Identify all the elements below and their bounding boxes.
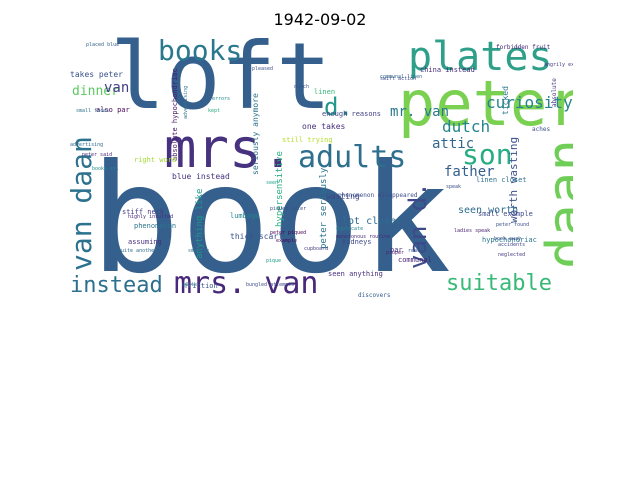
cloud-word: hypochondriac bbox=[482, 236, 537, 244]
cloud-word: peter piqued bbox=[270, 230, 307, 236]
cloud-word: books bbox=[158, 37, 243, 67]
word-cloud: book loft mrs. peter daan plates adults books mr… bbox=[66, 37, 573, 297]
cloud-word: neglected bbox=[498, 252, 526, 258]
cloud-word: china instead bbox=[420, 66, 475, 74]
cloud-word: angrily exclaimed bbox=[544, 62, 573, 68]
cloud-word: ticked bbox=[501, 86, 510, 115]
cloud-word: pique bbox=[266, 258, 282, 264]
cloud-word: books sr. bbox=[92, 166, 120, 172]
cloud-word: peter said bbox=[82, 152, 113, 158]
cloud-word: piqued peter bbox=[270, 206, 307, 212]
cloud-word: small faces bbox=[76, 108, 110, 114]
cloud-word: book bbox=[90, 133, 452, 297]
cloud-word: seriously anymore bbox=[251, 93, 260, 175]
cloud-word: example bbox=[276, 238, 298, 244]
cloud-word: lot closer bbox=[342, 216, 403, 227]
cloud-word: stiff neck bbox=[122, 208, 165, 216]
cloud-word: also par bbox=[96, 106, 130, 114]
cloud-word: seen worth bbox=[458, 205, 519, 216]
cloud-word: errors bbox=[212, 96, 231, 102]
cloud-word: mr. van bbox=[390, 104, 450, 120]
cloud-word: friction bbox=[184, 282, 218, 290]
cloud-word: mrs. van bbox=[174, 266, 319, 298]
cloud-word: proper bbox=[386, 250, 405, 256]
cloud-word: attic bbox=[432, 136, 475, 152]
cloud-word: forbidden fruit bbox=[496, 44, 551, 51]
cloud-word: duplicate bbox=[336, 226, 364, 232]
cloud-word: advertising bbox=[70, 142, 104, 148]
cloud-word: takes peter bbox=[70, 70, 123, 79]
cloud-word: dutch bbox=[294, 84, 310, 90]
cloud-word: linen bbox=[314, 88, 336, 96]
cloud-word: par bbox=[390, 246, 403, 254]
cloud-word: ladies speak bbox=[454, 228, 491, 234]
cloud-word: loft bbox=[110, 37, 332, 130]
cloud-word: plates bbox=[408, 37, 553, 80]
cloud-word: curiosity bbox=[486, 93, 573, 112]
cloud-word: highly insulted bbox=[128, 214, 174, 220]
cloud-word: kidneys bbox=[342, 238, 372, 246]
cloud-word: instead bbox=[70, 273, 163, 297]
cloud-word: hypersensitive bbox=[275, 151, 285, 227]
cloud-word: speak bbox=[446, 184, 462, 190]
cloud-word: seen bbox=[266, 180, 279, 186]
cloud-word: kept bbox=[208, 108, 221, 114]
cloud-word: thick scarf bbox=[230, 232, 283, 241]
cloud-word: linen closet bbox=[476, 176, 527, 184]
cloud-word: quite another bbox=[118, 248, 158, 254]
cloud-word: enough reasons bbox=[322, 110, 382, 118]
cloud-word: adults bbox=[298, 140, 407, 175]
cloud-word: cupboard bbox=[304, 246, 329, 252]
cloud-word: peter found bbox=[496, 222, 530, 228]
cloud-word: smartly bbox=[188, 248, 210, 254]
cloud-word: communal bbox=[398, 256, 432, 264]
cloud-word: absolute bbox=[551, 78, 558, 107]
cloud-word: quite bbox=[182, 282, 198, 288]
cloud-word: father bbox=[444, 164, 495, 180]
cloud-word: daan bbox=[535, 138, 573, 269]
cloud-word: placed blue bbox=[86, 42, 120, 48]
cloud-word: peter bbox=[398, 67, 573, 140]
cloud-word: monotonous routine bbox=[336, 234, 391, 240]
cloud-word: aches bbox=[532, 126, 551, 133]
cloud-word: son bbox=[462, 138, 513, 171]
plot-title: 1942-09-02 bbox=[273, 10, 367, 29]
cloud-word: accidents bbox=[498, 242, 526, 248]
cloud-word: phenomenon bbox=[134, 222, 177, 230]
cloud-word: blue instead bbox=[172, 172, 230, 181]
cloud-word: discovers bbox=[358, 292, 391, 298]
cloud-word: dutch bbox=[442, 117, 491, 136]
cloud-word: advertising bbox=[183, 85, 189, 119]
cloud-word: d. bbox=[324, 93, 353, 121]
cloud-word: absolute hypochondriac bbox=[171, 68, 179, 161]
cloud-word: suitable bbox=[446, 271, 552, 296]
cloud-word: wasting bbox=[326, 192, 360, 201]
cloud-word: assuming bbox=[128, 238, 162, 246]
cloud-word: one takes bbox=[302, 122, 346, 131]
cloud-word: small example bbox=[478, 210, 533, 218]
cloud-word: seen anything bbox=[328, 270, 383, 278]
cloud-word: reach bbox=[408, 248, 424, 254]
cloud-word: mrs. bbox=[164, 117, 295, 180]
cloud-word: bungled attempts bbox=[246, 282, 295, 288]
cloud-word: peter seriously bbox=[319, 167, 329, 249]
cloud-word: right word bbox=[134, 156, 177, 164]
cloud-word: phenomenon disappeared bbox=[338, 192, 418, 199]
cloud-word: still trying bbox=[282, 136, 333, 144]
cloud-word: book away bbox=[494, 236, 522, 242]
cloud-word: communal linen bbox=[380, 74, 423, 80]
cloud-word: lumbago bbox=[230, 212, 260, 220]
cloud-word: swift action bbox=[380, 76, 417, 82]
cloud-word: dinner bbox=[72, 84, 119, 99]
cloud-word: van bbox=[104, 80, 130, 96]
cloud-word: pleased bbox=[252, 66, 274, 72]
